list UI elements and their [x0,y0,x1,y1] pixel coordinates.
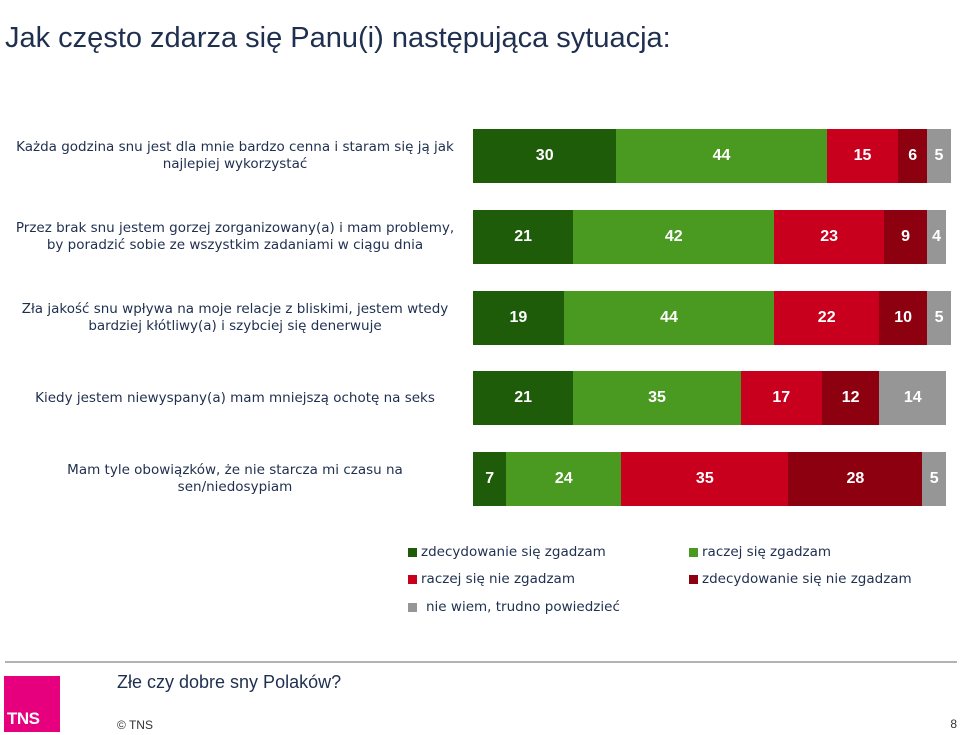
legend-label: zdecydowanie się nie zgadzam [702,571,912,587]
chart-row: Zła jakość snu wpływa na moje relacje z … [0,291,960,345]
bar-segment: 28 [788,452,923,506]
data-label: 35 [648,389,666,406]
tns-logo: TNS [4,676,60,732]
bar-segment: 9 [884,210,928,264]
bar-segment: 35 [573,371,741,425]
bar-segment: 21 [473,210,574,264]
bar-segment: 14 [879,371,947,425]
bar-segment: 12 [821,371,880,425]
bar-segment: 7 [473,452,507,506]
data-label: 5 [934,309,944,326]
data-label: 42 [664,228,683,245]
chart-row: Przez brak snu jestem gorzej zorganizowa… [0,210,960,264]
legend-label: raczej się zgadzam [702,544,832,560]
bar-segment: 5 [927,129,951,183]
legend-label: nie wiem, trudno powiedzieć [426,599,620,615]
bar-segment: 22 [774,291,880,345]
legend-swatch [408,574,417,584]
footer-divider [5,661,957,663]
bar-segment: 30 [473,129,617,183]
bar-segment: 19 [473,291,564,345]
chart-row: Kiedy jestem niewyspany(a) mam mniejszą … [0,371,960,425]
data-label: 5 [929,470,939,487]
bar-segment: 35 [621,452,789,506]
stacked-bar: 30 44 15 6 5 [473,129,951,183]
bar-segment: 6 [898,129,928,183]
legend-item: raczej się zgadzam [689,544,831,560]
chart-row: Mam tyle obowiązków, że nie starcza mi c… [0,452,960,506]
bar-segment: 21 [473,371,574,425]
bar-segment: 17 [740,371,822,425]
stacked-bar: 21 35 17 12 14 [473,371,951,425]
data-label: 23 [820,228,838,245]
legend-swatch [689,574,698,584]
data-label: 21 [514,389,533,406]
bar-segment: 44 [563,291,775,345]
data-label: 21 [514,228,533,245]
stacked-bar: 21 42 23 9 4 [473,210,951,264]
data-label: 44 [712,147,731,164]
legend-item: zdecydowanie się zgadzam [408,544,606,560]
category-label: Mam tyle obowiązków, że nie starcza mi c… [67,462,403,495]
data-label: 4 [932,228,942,245]
data-label: 9 [901,228,911,245]
data-label: 14 [903,389,922,406]
data-label: 6 [908,147,918,164]
category-label: Każda godzina snu jest dla mnie bardzo c… [16,139,454,172]
stacked-bar: 7 24 35 28 5 [473,452,951,506]
legend-swatch [408,602,417,612]
data-label: 5 [934,147,944,164]
bar-segment: 5 [927,291,951,345]
tns-logo-text: TNS [7,709,40,728]
data-label: 24 [554,470,573,487]
legend-item: zdecydowanie się nie zgadzam [689,571,912,587]
page-title: Jak często zdarza się Panu(i) następując… [5,22,671,54]
bar-segment: 5 [922,452,947,506]
legend-swatch [408,547,417,557]
category-label: Przez brak snu jestem gorzej zorganizowa… [15,220,455,253]
data-label: 30 [535,147,554,164]
data-label: 10 [894,309,913,326]
bar-segment: 23 [774,210,885,264]
legend-item: nie wiem, trudno powiedzieć [408,599,620,615]
copyright-text: © TNS [117,718,153,732]
category-label: Kiedy jestem niewyspany(a) mam mniejszą … [35,389,435,406]
bar-segment: 42 [573,210,775,264]
legend-swatch [689,547,698,557]
category-label: Zła jakość snu wpływa na moje relacje z … [21,301,449,334]
chart-row: Każda godzina snu jest dla mnie bardzo c… [0,129,960,183]
bar-segment: 15 [826,129,899,183]
legend-label: zdecydowanie się zgadzam [421,544,606,560]
data-label: 44 [660,309,678,326]
page-number: 8 [950,717,957,731]
data-label: 22 [817,309,836,326]
data-label: 12 [841,389,860,406]
data-label: 15 [853,147,872,164]
data-label: 28 [846,470,865,487]
data-label: 7 [485,470,495,487]
bar-segment: 44 [616,129,827,183]
bar-segment: 10 [879,291,928,345]
legend-item: raczej się nie zgadzam [408,571,575,587]
bar-segment: 4 [927,210,947,264]
data-label: 19 [509,309,528,326]
stacked-bar: 19 44 22 10 5 [473,291,951,345]
bar-segment: 24 [506,452,622,506]
data-label: 17 [772,389,791,406]
legend-label: raczej się nie zgadzam [421,571,575,587]
data-label: 35 [695,470,714,487]
footer-title: Złe czy dobre sny Polaków? [117,672,342,692]
